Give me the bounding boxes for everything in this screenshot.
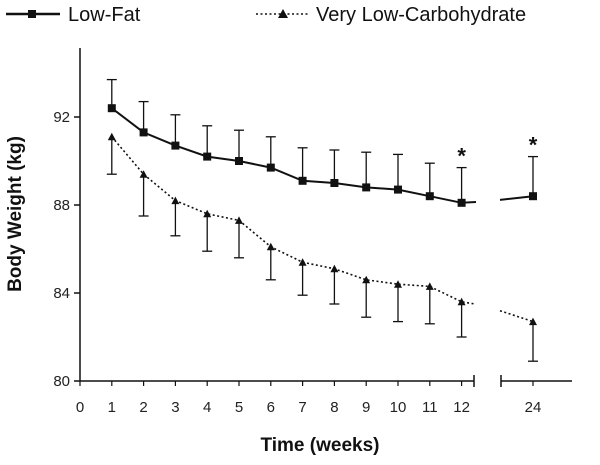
- series-line: [111, 136, 477, 305]
- data-point-square: [394, 185, 402, 194]
- x-tick-label: 6: [267, 399, 275, 416]
- data-point-square: [330, 179, 339, 187]
- data-point-triangle: [171, 196, 180, 205]
- x-ticks: 0 1 2 3 4 5 6 7 8 9 10 11 12 24: [76, 381, 542, 416]
- legend-item-very-low-carbohydrate: Very Low-Carbohydrate: [256, 4, 526, 26]
- significance-marker: *: [457, 144, 466, 169]
- data-point-triangle: [330, 264, 339, 273]
- legend-item-low-fat: Low-Fat: [6, 4, 141, 26]
- data-point-triangle: [529, 317, 537, 326]
- x-tick-label: 24: [525, 399, 542, 416]
- data-point-square: [298, 176, 307, 185]
- x-tick-label: 5: [235, 399, 243, 416]
- data-point-triangle: [298, 258, 307, 266]
- x-tick-label: 10: [390, 399, 407, 416]
- legend-marker-square: [28, 10, 36, 18]
- legend-label-very-low-carbohydrate: Very Low-Carbohydrate: [316, 4, 526, 26]
- data-point-triangle: [425, 282, 434, 290]
- series-line: [111, 107, 477, 204]
- series-very-low-carbohydrate: [106, 132, 538, 362]
- significance-marker: *: [529, 133, 538, 158]
- data-point-triangle: [362, 275, 371, 284]
- data-point-square: [107, 104, 116, 113]
- series-low-fat: [106, 78, 538, 207]
- x-tick-label: 0: [76, 399, 84, 416]
- x-tick-label: 8: [330, 399, 338, 416]
- x-axis: 0 1 2 3 4 5 6 7 8 9 10 11 12 24: [76, 375, 572, 416]
- legend-marker-triangle: [278, 9, 288, 18]
- data-point-square: [203, 152, 212, 161]
- x-tick-label: 7: [298, 399, 306, 416]
- annotation-layer: * *: [457, 133, 537, 169]
- y-tick-label: 84: [53, 285, 70, 302]
- data-point-triangle: [203, 209, 212, 218]
- x-tick-label: 11: [422, 399, 438, 416]
- legend-label-low-fat: Low-Fat: [68, 4, 141, 26]
- data-point-square: [139, 128, 148, 137]
- data-point-square: [529, 192, 537, 201]
- data-point-square: [266, 163, 275, 172]
- series-line-after-break: [499, 195, 534, 201]
- legend: Low-Fat Very Low-Carbohydrate: [6, 4, 526, 26]
- data-point-square: [457, 198, 466, 207]
- y-tick-label: 80: [53, 373, 70, 390]
- data-point-triangle: [139, 170, 148, 178]
- y-tick-label: 92: [53, 109, 70, 126]
- y-tick-label: 88: [53, 197, 70, 214]
- x-tick-label: 1: [108, 399, 116, 416]
- data-point-triangle: [107, 132, 116, 141]
- x-tick-label: 9: [362, 399, 370, 416]
- x-tick-label: 3: [171, 399, 179, 416]
- data-point-triangle: [235, 216, 243, 224]
- x-tick-label: 4: [203, 399, 211, 416]
- data-point-square: [171, 141, 180, 150]
- series-line-after-break: [499, 309, 534, 323]
- data-point-square: [362, 183, 371, 192]
- data-point-triangle: [457, 297, 466, 306]
- x-tick-label: 2: [139, 399, 147, 416]
- data-point-square: [235, 157, 243, 165]
- data-point-triangle: [266, 242, 275, 251]
- y-axis: 80 84 88 92: [53, 48, 81, 390]
- y-axis-title: Body Weight (kg): [5, 136, 26, 292]
- data-point-triangle: [394, 280, 402, 288]
- y-ticks: 80 84 88 92: [53, 109, 80, 390]
- data-point-square: [425, 192, 434, 201]
- series-layer: [106, 78, 538, 362]
- x-axis-title: Time (weeks): [261, 435, 380, 456]
- x-tick-label: 12: [453, 399, 470, 416]
